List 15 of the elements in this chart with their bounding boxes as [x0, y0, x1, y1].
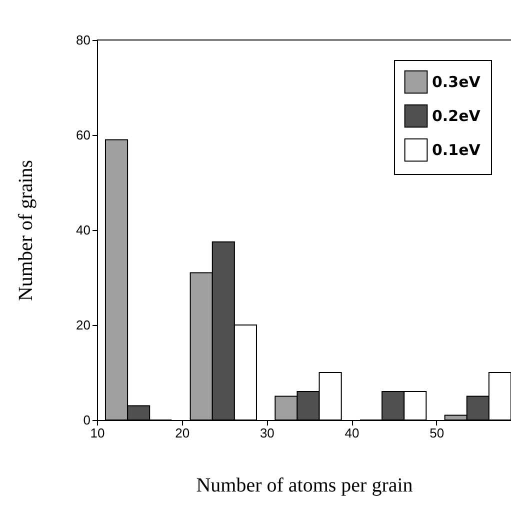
y-axis-title: Number of grains [15, 160, 38, 302]
x-axis-title: Number of atoms per grain [196, 474, 413, 496]
x-tick-label: 50 [430, 426, 444, 440]
x-tick-label: 30 [260, 426, 274, 440]
x-tick-label: 20 [175, 426, 190, 440]
legend-label: 0.3eV [432, 73, 481, 91]
legend-label: 0.1eV [432, 141, 481, 159]
x-tick-label: 10 [90, 426, 105, 440]
y-tick-label: 60 [76, 128, 90, 142]
y-tick-label: 40 [76, 222, 90, 238]
legend-label: 0.2eV [432, 107, 481, 125]
y-tick-label: 80 [76, 32, 90, 48]
y-tick-label: 20 [76, 318, 90, 332]
y-tick-label: 0 [83, 412, 90, 428]
x-tick-label: 40 [344, 426, 360, 440]
